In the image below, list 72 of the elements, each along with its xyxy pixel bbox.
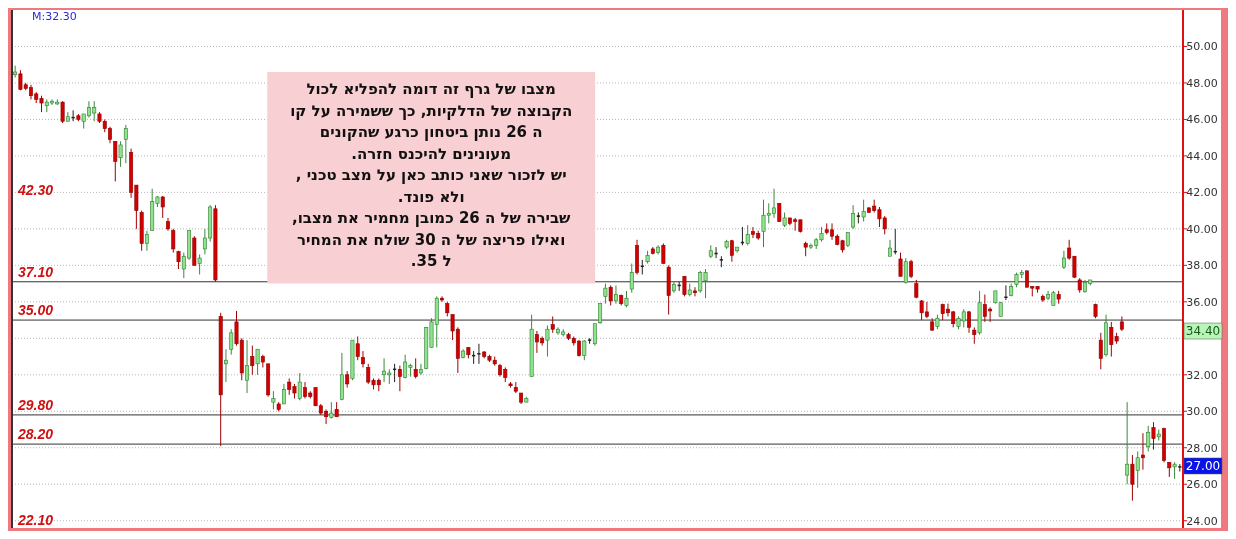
candlestick bbox=[661, 242, 666, 265]
candlestick bbox=[118, 140, 123, 168]
y-tick-label: 40.00 bbox=[1186, 222, 1218, 236]
candlestick bbox=[1146, 425, 1151, 452]
candlestick bbox=[297, 372, 302, 401]
y-tick-label: 36.00 bbox=[1186, 295, 1218, 309]
y-tick-label: 28.00 bbox=[1186, 441, 1218, 455]
candlestick bbox=[682, 275, 687, 297]
candlestick bbox=[413, 357, 418, 379]
candlestick bbox=[745, 224, 750, 246]
candlestick bbox=[903, 257, 908, 285]
y-tick-label: 26.00 bbox=[1186, 478, 1218, 492]
candlestick bbox=[229, 328, 234, 356]
note-box: מצבו של גרף זה דומה להפליא לכול הקבוצה של הדלקיות, כך ששמירה על קו ה 26 נותן ביטחון כרגע שהקונים מעונינים להיכנס חזרה. יש לזכור שאני כותב כאן על מצב טכני , ולא פונד. שבירה של ה 26 כמובן מחמיר את מצבו, ואילו פריצה של ה 30 שולח את המחיר ל 35. bbox=[267, 72, 596, 284]
candlestick bbox=[909, 259, 913, 279]
candlestick bbox=[1130, 454, 1135, 502]
y-tick-label: 48.00 bbox=[1186, 76, 1218, 90]
annotation: 22.10 bbox=[17, 512, 54, 528]
y-tick-label: 44.00 bbox=[1186, 149, 1218, 163]
candlestick bbox=[1125, 401, 1130, 485]
candlestick bbox=[355, 335, 360, 361]
annotation: 42.30 bbox=[17, 181, 54, 198]
candlestick bbox=[1061, 250, 1066, 270]
annotation: 34.40 bbox=[1185, 324, 1221, 339]
candlestick bbox=[1098, 332, 1103, 370]
y-tick-label: 42.00 bbox=[1186, 186, 1218, 200]
y-tick-label: 30.00 bbox=[1186, 405, 1218, 419]
candlestick bbox=[419, 363, 423, 376]
candlestick bbox=[144, 230, 149, 252]
candlestick bbox=[123, 124, 128, 164]
candlestick bbox=[598, 303, 603, 325]
candlestick bbox=[271, 390, 276, 410]
candlestick bbox=[851, 204, 856, 230]
candlestick bbox=[603, 283, 608, 305]
candlestick bbox=[113, 140, 118, 182]
candlestick bbox=[1151, 421, 1156, 451]
candlestick bbox=[898, 252, 903, 277]
candlestick bbox=[629, 263, 634, 294]
y-tick-label: 38.00 bbox=[1186, 259, 1218, 273]
candlestick bbox=[861, 199, 866, 223]
y-tick-label: 46.00 bbox=[1186, 113, 1218, 127]
candlestick bbox=[245, 339, 249, 394]
y-tick-label: 24.00 bbox=[1186, 514, 1218, 528]
candlestick bbox=[440, 295, 444, 303]
candlestick bbox=[777, 202, 782, 223]
ref-line-label: 35.00 bbox=[18, 302, 54, 319]
ref-line-label: 28.20 bbox=[17, 426, 54, 443]
ref-line-label: 37.10 bbox=[18, 263, 54, 280]
candlestick bbox=[224, 348, 228, 383]
candlestick bbox=[608, 284, 613, 306]
annotation: 27.00 bbox=[1185, 459, 1221, 474]
candlestick bbox=[171, 228, 176, 254]
candlestick bbox=[60, 100, 65, 124]
candlestick bbox=[255, 348, 260, 376]
candlestick bbox=[160, 195, 165, 219]
candlestick bbox=[250, 345, 255, 376]
candlestick bbox=[592, 323, 597, 347]
candlestick bbox=[282, 383, 286, 405]
y-tick-label: 50.00 bbox=[1186, 40, 1218, 54]
candlestick bbox=[545, 325, 550, 358]
candlestick bbox=[693, 286, 697, 297]
candlestick bbox=[1135, 450, 1140, 489]
y-tick-label: 32.00 bbox=[1186, 368, 1218, 382]
candlestick bbox=[397, 365, 402, 392]
candlestick bbox=[477, 343, 481, 365]
candlestick bbox=[582, 339, 587, 361]
candlestick bbox=[197, 253, 202, 275]
candlestick bbox=[614, 284, 618, 305]
annotation: M:32.30 bbox=[32, 10, 77, 23]
candlestick bbox=[361, 350, 365, 368]
ref-line-label: 29.80 bbox=[17, 396, 54, 413]
candlestick bbox=[1141, 432, 1145, 471]
